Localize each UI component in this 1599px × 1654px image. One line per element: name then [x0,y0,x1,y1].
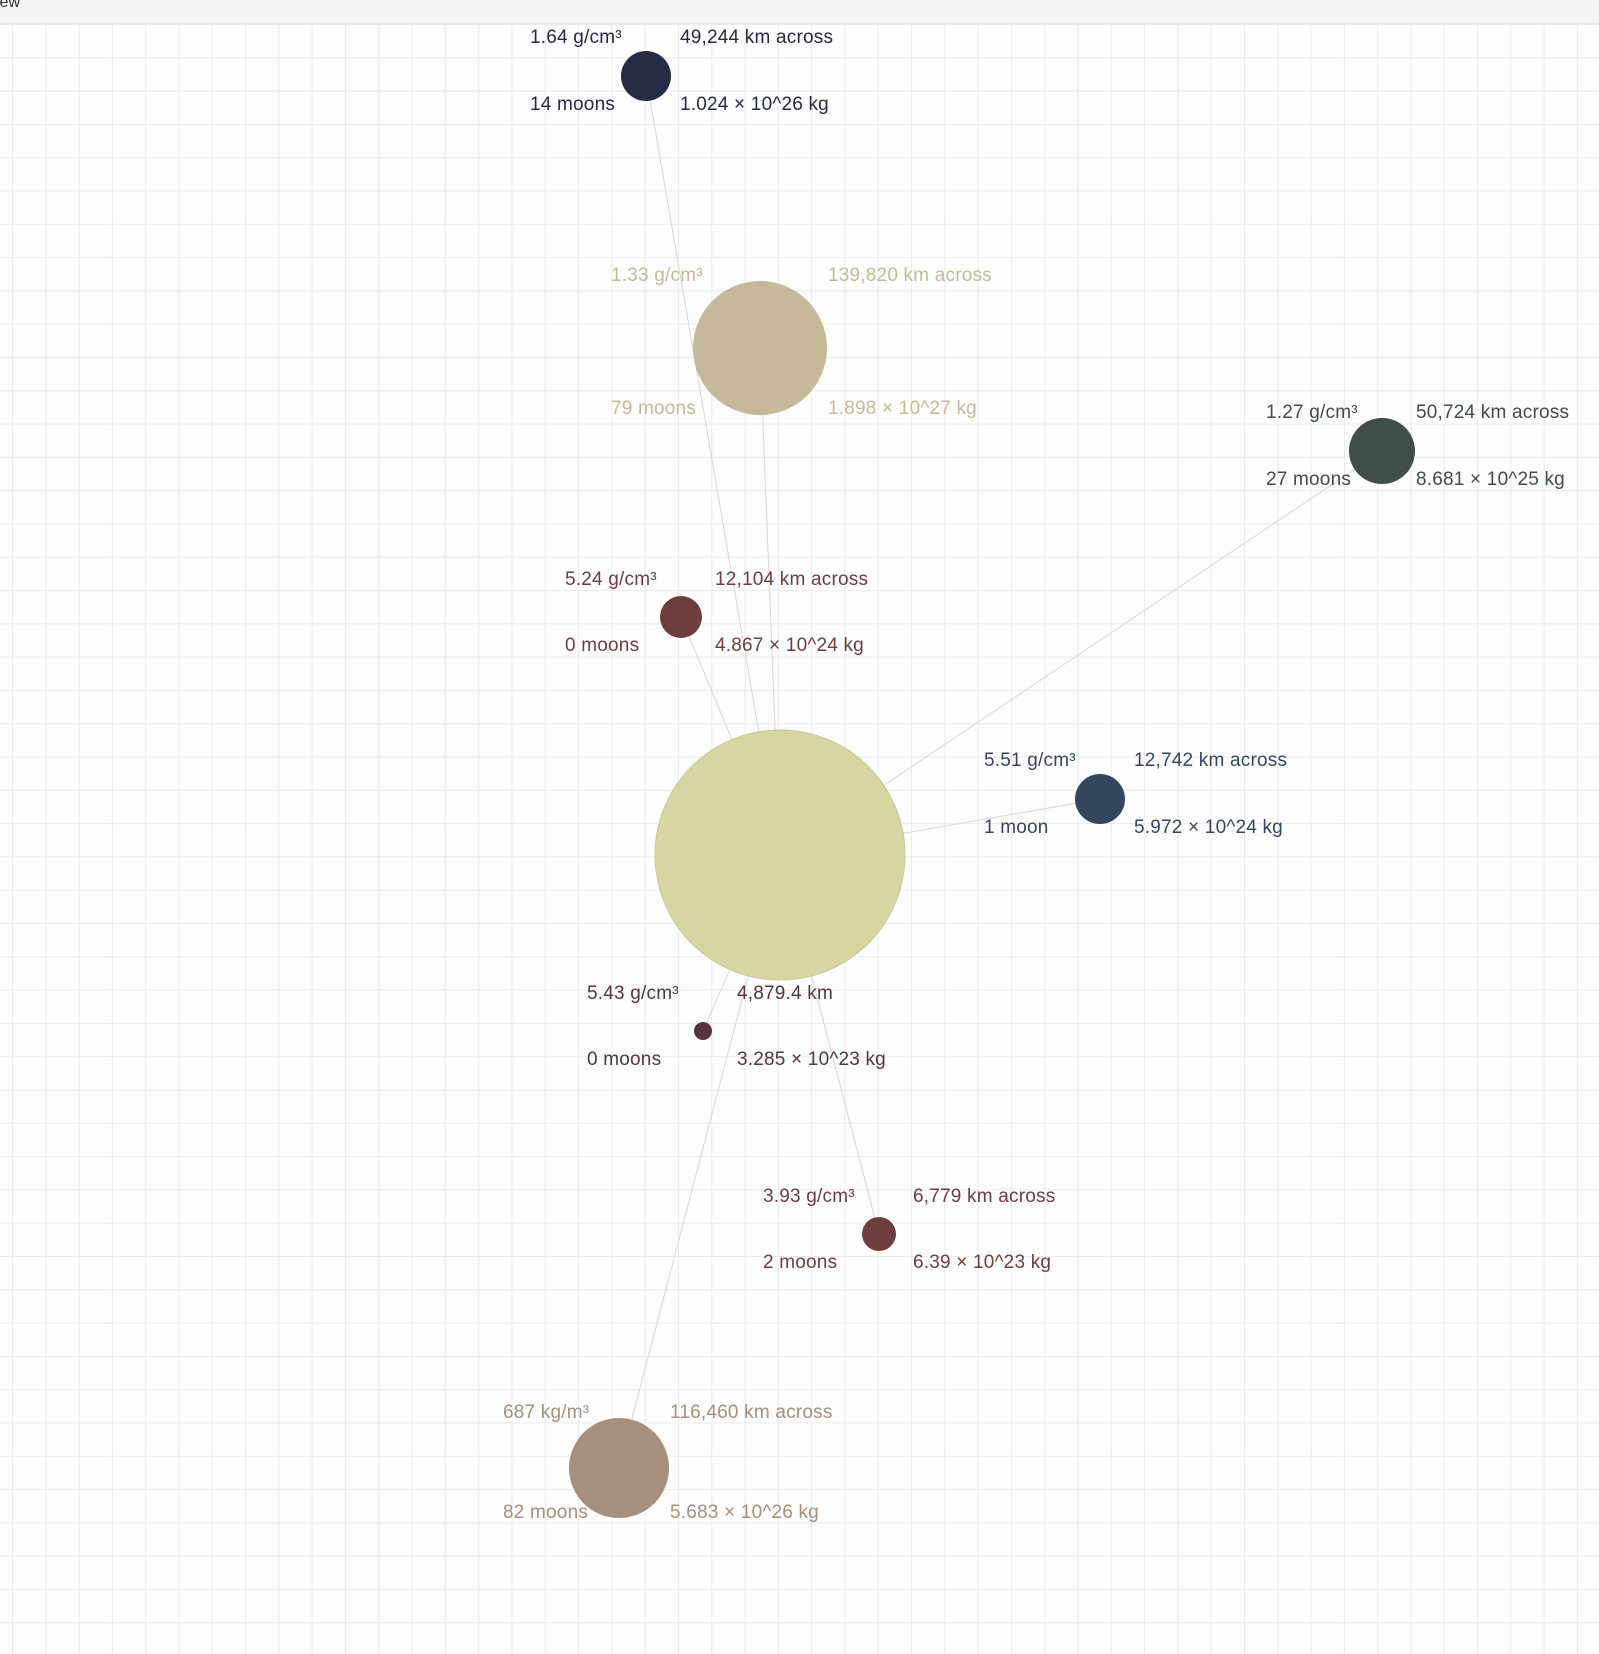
mass-label: 5.972 × 10^24 kg [1134,817,1283,838]
diameter-label: 12,104 km across [715,569,868,590]
planet-node[interactable] [1349,418,1415,484]
mass-label: 6.39 × 10^23 kg [913,1252,1051,1273]
mass-label: 1.024 × 10^26 kg [680,94,829,115]
planet-node[interactable] [1075,774,1125,824]
body-jupiter[interactable]: 1.33 g/cm³ 139,820 km across 79 moons 1.… [611,265,992,419]
density-label: 687 kg/m³ [503,1402,589,1423]
moons-label: 0 moons [565,635,639,656]
edge-neptune [645,75,781,856]
planet-node[interactable] [693,281,827,415]
diameter-label: 50,724 km across [1416,402,1569,423]
body-venus[interactable]: 5.24 g/cm³ 12,104 km across 0 moons 4.86… [565,569,868,656]
diameter-label: 6,779 km across [913,1186,1055,1207]
diameter-label: 116,460 km across [670,1402,833,1423]
density-label: 5.51 g/cm³ [984,750,1076,771]
diameter-label: 139,820 km across [828,265,992,286]
moons-label: 2 moons [763,1252,837,1273]
density-label: 5.43 g/cm³ [587,983,679,1004]
planet-node[interactable] [694,1022,712,1040]
body-mars[interactable]: 3.93 g/cm³ 6,779 km across 2 moons 6.39 … [763,1186,1055,1273]
planet-node[interactable] [660,596,702,638]
body-mercury[interactable]: 5.43 g/cm³ 4,879.4 km 0 moons 3.285 × 10… [587,983,886,1070]
density-label: 5.24 g/cm³ [565,569,657,590]
body-saturn[interactable]: 687 kg/m³ 116,460 km across 82 moons 5.6… [503,1402,833,1523]
moons-label: 0 moons [587,1049,661,1070]
planet-node[interactable] [862,1217,896,1251]
moons-label: 14 moons [530,94,615,115]
density-label: 1.64 g/cm³ [530,27,622,48]
moons-label: 27 moons [1266,469,1351,490]
toolbar: iew [0,0,1599,24]
view-label[interactable]: iew [0,0,21,11]
diameter-label: 12,742 km across [1134,750,1287,771]
mass-label: 5.683 × 10^26 kg [670,1502,819,1523]
planet-node[interactable] [569,1418,669,1518]
body-earth[interactable]: 5.51 g/cm³ 12,742 km across 1 moon 5.972… [984,750,1287,838]
center-body[interactable] [654,729,906,981]
mass-label: 4.867 × 10^24 kg [715,635,864,656]
planet-node[interactable] [621,51,671,101]
diameter-label: 49,244 km across [680,27,833,48]
moons-label: 79 moons [611,398,696,419]
mass-label: 8.681 × 10^25 kg [1416,469,1565,490]
moons-label: 82 moons [503,1502,588,1523]
body-uranus[interactable]: 1.27 g/cm³ 50,724 km across 27 moons 8.6… [1266,402,1569,490]
diameter-label: 4,879.4 km [737,983,833,1004]
mass-label: 3.285 × 10^23 kg [737,1049,886,1070]
body-neptune[interactable]: 1.64 g/cm³ 49,244 km across 14 moons 1.0… [530,27,833,115]
moons-label: 1 moon [984,817,1049,838]
mass-label: 1.898 × 10^27 kg [828,398,977,419]
density-label: 1.27 g/cm³ [1266,402,1358,423]
density-label: 1.33 g/cm³ [611,265,703,286]
density-label: 3.93 g/cm³ [763,1186,855,1207]
